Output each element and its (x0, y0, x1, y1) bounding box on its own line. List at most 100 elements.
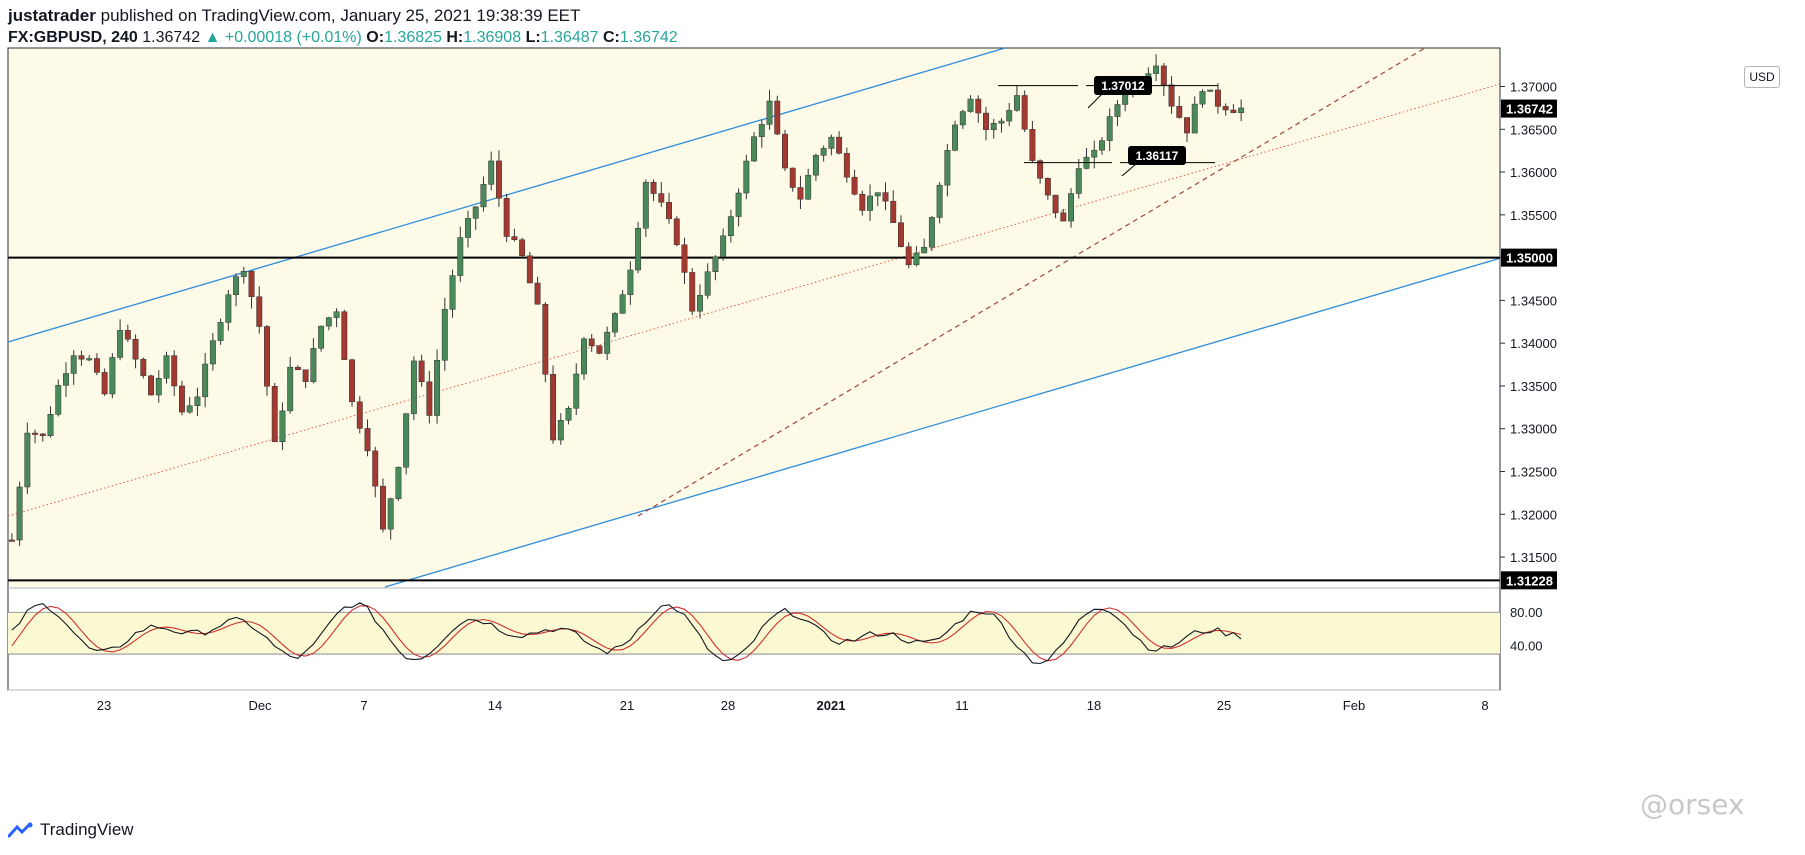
x-tick-label: 18 (1087, 698, 1101, 713)
candle-body (666, 202, 672, 220)
candle-body (148, 375, 154, 396)
price-tag-0 (1501, 99, 1557, 118)
candle-body (287, 366, 294, 412)
candle-body (1153, 65, 1160, 74)
candle-body (1191, 103, 1198, 134)
callout-pointer-0 (1087, 93, 1103, 109)
candle-body (341, 311, 348, 360)
candle-body (86, 358, 93, 361)
candle-body (418, 360, 425, 383)
candle-body (828, 136, 835, 149)
candle-body (681, 244, 688, 273)
price-tag-label-2: 1.31228 (1506, 573, 1553, 588)
candle-body (380, 485, 386, 530)
candle-body (635, 227, 642, 271)
candle-body (503, 198, 510, 237)
callout-label-0: 1.37012 (1101, 79, 1145, 93)
y-tick-label: 1.36500 (1510, 122, 1557, 137)
candle-body (16, 486, 23, 541)
stoch-level-label: 80.00 (1510, 605, 1543, 620)
y-tick-label: 1.34000 (1510, 336, 1557, 351)
candle-body (372, 450, 379, 487)
candle-body (696, 295, 703, 312)
candle-body (395, 466, 402, 499)
candle-body (1160, 65, 1167, 86)
candle-body (101, 372, 108, 395)
candle-body (39, 433, 46, 436)
candle-body (356, 401, 363, 429)
callout-label-1: 1.36117 (1136, 149, 1179, 163)
candle-body (882, 192, 889, 202)
brand-name: TradingView (40, 820, 134, 839)
candle-body (488, 160, 495, 185)
candle-body (766, 100, 773, 125)
candle-body (495, 160, 502, 199)
price-change: ▲ +0.00018 (+0.01%) (204, 29, 362, 46)
candle-body (735, 192, 742, 217)
currency-button[interactable]: USD (1744, 66, 1780, 88)
candle-body (63, 373, 69, 386)
candle-body (1099, 140, 1105, 151)
candle-body (1176, 106, 1183, 118)
open-value: 1.36825 (384, 29, 442, 46)
x-tick-label: 25 (1217, 698, 1231, 713)
x-tick-label: Feb (1343, 698, 1365, 713)
candle-body (93, 358, 100, 373)
x-tick-label: 21 (620, 698, 634, 713)
candle-body (534, 282, 541, 305)
candle-body (704, 271, 711, 296)
candle-body (1006, 110, 1013, 122)
candle-body (32, 432, 39, 435)
candle-body (1168, 84, 1175, 107)
watermark-text: @orsex (1640, 788, 1745, 821)
candle-body (233, 276, 240, 296)
candle-body (1238, 107, 1245, 114)
y-tick-label: 1.36000 (1510, 165, 1557, 180)
tradingview-brand[interactable]: TradingView (8, 820, 134, 840)
candle-body (349, 359, 355, 403)
candle-body (511, 236, 518, 240)
candle-body (1037, 160, 1044, 179)
close-value: 1.36742 (619, 29, 678, 46)
candle-body (952, 124, 959, 151)
candle-body (805, 174, 812, 200)
y-tick-label: 1.33500 (1510, 379, 1557, 394)
candle-body (186, 405, 193, 413)
y-tick-label: 1.32000 (1510, 507, 1557, 522)
candle-body (550, 374, 557, 441)
price-tag-2 (1501, 571, 1557, 590)
x-tick-label: 23 (97, 698, 111, 713)
candle-body (743, 160, 750, 194)
candle-body (758, 124, 765, 137)
candle-body (426, 381, 433, 416)
candle-body (658, 193, 665, 203)
stoch-level-label: 40.00 (1510, 639, 1543, 654)
y-tick-label: 1.32500 (1510, 465, 1557, 480)
symbol-interval[interactable]: FX:GBPUSD, 240 (8, 29, 138, 46)
y-tick-label: 1.33000 (1510, 422, 1557, 437)
close-label: C: (602, 29, 620, 46)
candle-body (217, 322, 224, 341)
candle-body (774, 100, 781, 135)
candle-body (859, 194, 866, 211)
candle-body (812, 155, 819, 176)
publish-info: justatrader published on TradingView.com… (8, 6, 580, 26)
candle-body (171, 355, 178, 387)
candle-body (611, 313, 618, 333)
candle-body (225, 294, 232, 323)
candle-body (465, 218, 471, 238)
candle-body (890, 200, 897, 223)
candle-body (797, 187, 804, 200)
author-name[interactable]: justatrader (8, 6, 96, 25)
price-tag-label-0: 1.36742 (1506, 102, 1553, 117)
callout-box-0 (1094, 76, 1152, 95)
candle-body (619, 294, 626, 314)
candle-body (480, 184, 487, 208)
candle-body (472, 206, 479, 219)
candle-body (109, 357, 116, 395)
candle-body (689, 272, 696, 312)
candle-body (1029, 129, 1036, 161)
y-tick-label: 1.31500 (1510, 550, 1557, 565)
candle-body (836, 136, 843, 154)
